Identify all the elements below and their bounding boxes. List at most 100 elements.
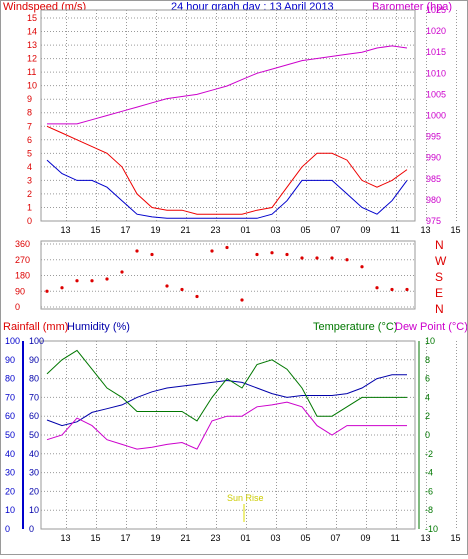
barometer-y-tick-label: 1020 [426,26,446,36]
direction-y-tick-label: 90 [15,286,25,296]
wind-chart-frame [40,9,416,222]
direction-point [255,252,259,257]
rainfall-y-tick-label: 80 [5,374,15,384]
wind-average-series [46,159,408,219]
x-tick-label: 11 [391,533,400,543]
rainfall-y-tick-label: 0 [5,524,10,534]
humidity-y-tick-label: 30 [29,468,39,478]
humidity-y-tick-label: 50 [29,430,39,440]
x-tick-label: 23 [211,533,221,543]
temperature-y-tick-label: -8 [425,505,433,515]
barometer-y-tick-label: 1010 [426,68,446,78]
x-tick-label: 09 [361,533,371,543]
direction-point [165,284,169,288]
humidity-y-tick-label: 0 [29,524,34,534]
direction-point [240,298,244,302]
temperature-series [46,349,407,422]
dewpoint-axis-label: Dew Point (°C) [395,321,467,333]
temperature-y-tick-label: -2 [425,449,433,459]
x-tick-label: 23 [211,225,221,235]
humidity-y-axis-ticks: 0 10 20 30 40 50 60 70 80 90 100 [29,336,44,534]
direction-points [45,245,409,302]
x-tick-label: 19 [151,533,161,543]
rainfall-y-tick-label: 10 [5,505,15,515]
dewpoint-series [46,401,407,450]
wind-y-tick-label: 12 [27,54,37,64]
direction-y-tick-label: 180 [15,271,30,281]
humidity-y-tick-label: 70 [29,392,39,402]
barometer-y-tick-label: 995 [426,132,441,142]
x-tick-label: 15 [451,225,461,235]
direction-point [180,287,184,292]
x-tick-label: 19 [151,225,161,235]
barometer-y-tick-label: 990 [426,153,441,163]
direction-y-tick-label: 360 [15,239,30,249]
humidity-y-tick-label: 10 [29,505,39,515]
direction-point [105,277,109,281]
direction-point [195,294,199,299]
direction-point [90,279,94,283]
barometer-y-tick-label: 1015 [426,47,446,57]
direction-point [45,289,49,293]
direction-point [300,256,304,260]
temperature-y-tick-label: 0 [425,430,430,440]
direction-y-tick-label: 0 [15,302,20,312]
rainfall-y-tick-label: 70 [5,392,15,402]
sunrise-label: Sun Rise [227,493,264,503]
rainfall-y-tick-label: 50 [5,430,15,440]
barometer-y-axis-ticks: 975 980 985 990 995 1000 1005 1010 1015 1020 1025 [426,5,446,226]
direction-point [120,270,124,274]
x-tick-label: 05 [301,533,311,543]
wind-x-axis-ticks: 131517192123010305070911131517192123 [61,225,461,235]
barometer-y-tick-label: 980 [426,195,441,205]
wind-y-tick-label: 8 [27,108,32,118]
barometer-y-tick-label: 1000 [426,111,446,121]
direction-chart-grid [41,243,415,308]
wind-y-tick-label: 2 [27,189,32,199]
rainfall-y-axis-ticks: 0 10 20 30 40 50 60 70 80 90 100 [5,336,20,534]
direction-point [270,251,274,255]
x-tick-label: 07 [331,225,341,235]
wind-y-tick-label: 6 [27,135,32,145]
rainfall-axis-label: Rainfall (mm) [3,321,68,333]
humidity-y-tick-label: 100 [29,336,44,346]
wind-y-tick-label: 7 [27,121,32,131]
temperature-y-tick-label: 8 [425,355,430,365]
temperature-y-tick-label: 4 [425,392,430,402]
direction-point [405,287,409,292]
barometer-y-tick-label: 985 [426,174,441,184]
rain-humidity-temperature-chart: Rainfall (mm) Humidity (%) Temperature (… [3,321,468,543]
wind-gust-series [46,125,408,215]
direction-point [285,252,289,257]
wind-y-tick-label: 5 [27,148,32,158]
x-tick-label: 15 [91,533,101,543]
x-tick-label: 11 [391,225,400,235]
compass-label: S [435,270,443,284]
x-tick-label: 21 [181,225,191,235]
direction-point [225,245,229,250]
rainfall-y-tick-label: 20 [5,486,15,496]
direction-point [315,256,319,260]
wind-chart-grid [41,10,457,222]
wind-y-tick-label: 11 [27,67,36,77]
direction-point [60,286,64,290]
x-tick-label: 13 [421,533,431,543]
humidity-y-tick-label: 60 [29,411,39,421]
wind-y-tick-label: 1 [27,202,32,212]
x-tick-label: 03 [271,533,281,543]
humidity-y-tick-label: 20 [29,486,39,496]
rainfall-y-tick-label: 40 [5,449,15,459]
x-tick-label: 17 [121,225,131,235]
direction-point [390,287,394,292]
wind-y-tick-label: 0 [27,216,32,226]
wind-y-tick-label: 10 [27,81,37,91]
temp-x-axis-ticks: 131517192123010305070911131517192123 [61,533,461,543]
wind-y-tick-label: 15 [27,13,37,23]
direction-point [345,258,349,262]
x-tick-label: 05 [301,225,311,235]
humidity-y-tick-label: 90 [29,355,39,365]
temperature-y-tick-label: 10 [425,336,435,346]
